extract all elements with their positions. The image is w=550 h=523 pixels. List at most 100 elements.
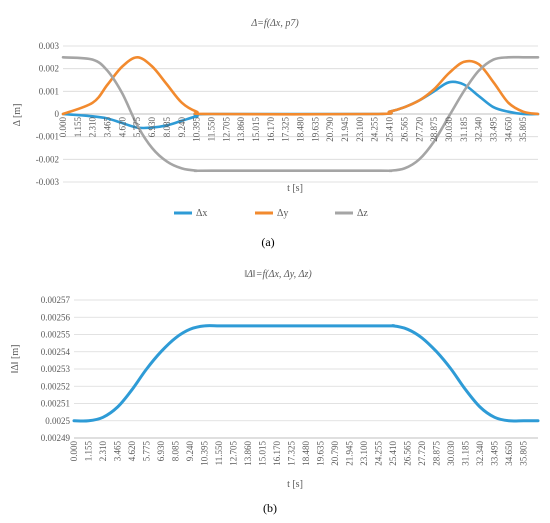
chart-a-x-tick-label: 24.255 — [370, 117, 380, 142]
chart-b-x-ticks: 0.000 1.155 2.310 3.465 4.620 5.775 6.930 8.085… — [69, 441, 529, 466]
chart-a-x-tick-label: 35.805 — [518, 117, 528, 142]
chart-a-y-tick-label: -0.002 — [36, 154, 59, 164]
chart-a-gridlines — [63, 45, 538, 183]
chart-a-x-tick-label: 23.100 — [355, 117, 365, 142]
chart-a-y-tick-label: -0.003 — [36, 177, 60, 187]
chart-b-x-tick-label: 5.775 — [142, 441, 152, 462]
legend-label: Δz — [357, 208, 368, 219]
chart-b-x-tick-label: 10.395 — [200, 441, 210, 466]
chart-b: ‖Δ‖=f(Δx, Δy, Δz) ‖Δ‖ [m] 0.002570.00256… — [10, 269, 540, 515]
chart-a-x-tick-label: 13.860 — [236, 117, 246, 142]
chart-a-x-tick-label: 10.395 — [192, 117, 202, 142]
chart-b-x-tick-label: 8.085 — [171, 441, 181, 462]
chart-b-x-tick-label: 20.790 — [330, 441, 340, 466]
chart-a-x-tick-label: 16.170 — [266, 117, 276, 142]
chart-b-x-tick-label: 6.930 — [156, 441, 166, 462]
chart-a-x-tick-label: 8.085 — [162, 117, 172, 138]
chart-a-x-tick-label: 3.465 — [103, 117, 113, 138]
chart-a-series-line — [61, 55, 540, 173]
chart-b-x-tick-label: 3.465 — [113, 441, 123, 462]
chart-a-x-tick-label: 31.185 — [459, 117, 469, 142]
chart-a-x-tick-label: 9.240 — [177, 117, 187, 138]
chart-a-x-tick-label: 25.410 — [385, 117, 395, 142]
chart-b-x-tick-label: 19.635 — [316, 441, 326, 466]
chart-a-x-tick-label: 15.015 — [251, 117, 261, 142]
chart-b-panel-label: (b) — [263, 501, 277, 515]
chart-b-y-tick-label: 0.00252 — [41, 381, 70, 391]
chart-b-x-tick-label: 30.030 — [446, 441, 456, 466]
chart-b-y-tick-label: 0.00255 — [41, 330, 71, 340]
chart-a-x-tick-label: 28.875 — [429, 117, 439, 142]
chart-a-y-tick-label: 0 — [55, 109, 60, 119]
chart-b-y-tick-label: 0.0025 — [45, 416, 70, 426]
chart-b-y-tick-label: 0.00249 — [41, 433, 71, 443]
chart-b-x-tick-label: 34.650 — [504, 441, 514, 466]
chart-b-x-tick-label: 28.875 — [432, 441, 442, 466]
chart-b-x-tick-label: 0.000 — [69, 441, 79, 462]
chart-a-x-tick-label: 18.480 — [296, 117, 306, 142]
chart-a-x-tick-label: 34.650 — [503, 117, 513, 142]
chart-a-x-tick-label: 5.775 — [132, 117, 142, 138]
chart-a-x-tick-label: 1.155 — [73, 117, 83, 138]
legend-label: Δy — [277, 208, 288, 219]
chart-a-x-tick-label: 20.790 — [325, 117, 335, 142]
chart-a-x-tick-label: 21.945 — [340, 117, 350, 142]
chart-a-title: Δ=f(Δx, p7) — [250, 18, 299, 29]
chart-b-x-tick-label: 4.620 — [127, 441, 137, 462]
chart-b-x-tick-label: 24.255 — [374, 441, 384, 466]
chart-b-x-tick-label: 1.155 — [84, 441, 94, 462]
chart-a-x-tick-label: 26.565 — [399, 117, 409, 142]
chart-a-panel-label: (a) — [261, 235, 274, 249]
chart-a-ylabel: Δ [m] — [12, 104, 23, 127]
chart-a-legend: Δx Δy Δz — [174, 208, 368, 219]
chart-a-x-tick-label: 17.325 — [281, 117, 291, 142]
chart-b-series-lines — [72, 324, 540, 423]
chart-b-x-tick-label: 31.185 — [461, 441, 471, 466]
chart-b-x-tick-label: 11.550 — [214, 441, 224, 466]
chart-a-x-tick-label: 2.310 — [88, 117, 98, 138]
chart-a-x-tick-label: 27.720 — [414, 117, 424, 142]
chart-a-y-tick-label: 0.002 — [39, 64, 59, 74]
chart-a-x-tick-label: 6.930 — [147, 117, 157, 138]
chart-a-xlabel: t [s] — [287, 183, 303, 194]
chart-a-y-tick-label: 0.003 — [39, 41, 60, 51]
chart-a-x-tick-label: 11.550 — [206, 117, 216, 142]
chart-b-x-tick-label: 16.170 — [272, 441, 282, 466]
chart-a-x-ticks: 0.000 1.155 2.310 3.465 4.620 5.775 6.930 8.085… — [58, 117, 528, 142]
chart-b-y-tick-label: 0.00251 — [41, 399, 70, 409]
chart-a-x-tick-label: 33.495 — [488, 117, 498, 142]
chart-b-x-tick-label: 12.705 — [229, 441, 239, 466]
chart-b-x-tick-label: 2.310 — [98, 441, 108, 462]
chart-b-x-tick-label: 21.945 — [345, 441, 355, 466]
chart-b-x-tick-label: 23.100 — [359, 441, 369, 466]
chart-a: Δ=f(Δx, p7) Δ [m] 0.003 0.002 0.001 0 -0.001… — [12, 18, 540, 249]
legend-label: Δx — [196, 208, 207, 219]
chart-a-series-line — [61, 56, 540, 116]
chart-b-ylabel: ‖Δ‖ [m] — [10, 345, 21, 374]
chart-a-x-tick-label: 30.030 — [444, 117, 454, 142]
chart-a-y-ticks: 0.003 0.002 0.001 0 -0.001 -0.002 -0.003 — [36, 41, 60, 187]
chart-b-series-line — [72, 324, 540, 423]
chart-b-x-tick-label: 27.720 — [417, 441, 427, 466]
chart-a-x-tick-label: 4.620 — [117, 117, 127, 138]
chart-a-y-tick-label: 0.001 — [39, 86, 59, 96]
chart-b-gridlines — [74, 299, 538, 439]
chart-b-x-tick-label: 33.495 — [490, 441, 500, 466]
chart-b-x-tick-label: 32.340 — [475, 441, 485, 466]
chart-a-x-tick-label: 19.635 — [310, 117, 320, 142]
chart-a-series-lines — [61, 55, 540, 173]
chart-b-y-tick-label: 0.00257 — [41, 295, 71, 305]
chart-b-y-tick-label: 0.00253 — [41, 364, 71, 374]
chart-b-x-tick-label: 35.805 — [519, 441, 529, 466]
chart-b-title: ‖Δ‖=f(Δx, Δy, Δz) — [244, 269, 312, 280]
chart-b-y-tick-label: 0.00256 — [41, 312, 71, 322]
chart-b-y-tick-label: 0.00254 — [41, 347, 71, 357]
chart-b-x-tick-label: 17.325 — [287, 441, 297, 466]
chart-a-x-tick-label: 32.340 — [474, 117, 484, 142]
chart-b-y-ticks: 0.00257 0.00256 0.00255 0.00254 0.00253 0.002… — [41, 295, 71, 443]
chart-b-xlabel: t [s] — [287, 479, 303, 490]
chart-a-x-tick-label: 0.000 — [58, 117, 68, 138]
chart-b-x-tick-label: 25.410 — [388, 441, 398, 466]
chart-b-x-tick-label: 18.480 — [301, 441, 311, 466]
